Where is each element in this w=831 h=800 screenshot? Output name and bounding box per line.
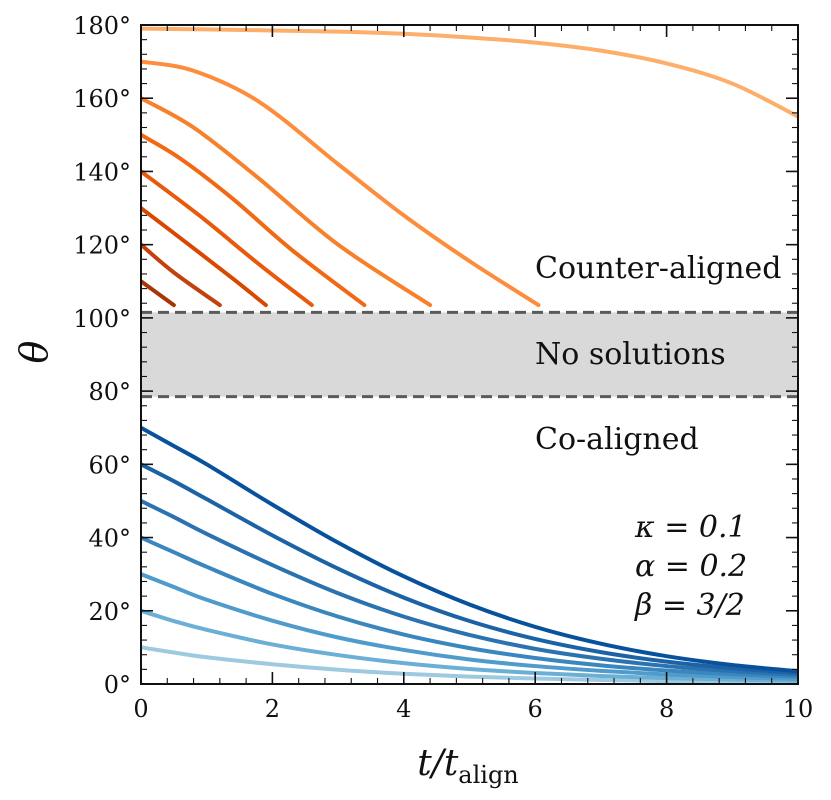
y-tick-label: 140° [73,158,131,186]
co-aligned-line-3 [141,572,798,681]
x-axis-label: t/talign [417,743,519,789]
y-tick-label: 20° [88,598,131,626]
co-aligned-label: Co-aligned [535,422,699,457]
alpha-param: α = 0.2 [635,549,747,584]
no-solutions-label: No solutions [535,337,726,372]
counter-aligned-label: Counter-aligned [535,251,782,286]
plot-frame [140,24,799,685]
counter-aligned-line-8 [141,26,798,119]
x-axis-label-sub: align [458,761,518,789]
counter-aligned-line-3 [141,206,268,308]
co-aligned-line-1 [141,645,798,684]
x-tick-label: 0 [133,695,148,723]
kappa-param: κ = 0.1 [634,510,747,545]
y-tick-label: 0° [104,671,131,699]
y-tick-label: 80° [88,378,131,406]
x-tick-label: 8 [659,695,674,723]
y-tick-label: 100° [73,305,131,333]
y-tick-label: 60° [88,451,131,479]
co-aligned-line-2 [141,608,798,683]
counter-aligned-line-2 [141,242,222,308]
y-axis-label: θ [12,340,56,363]
y-tick-label: 160° [73,85,131,113]
co-aligned-line-7 [141,425,798,674]
counter-aligned-line-7 [141,59,541,308]
no-solution-band [141,312,798,397]
x-tick-label: 6 [528,695,543,723]
counter-aligned-line-5 [141,132,367,308]
beta-param: β = 3/2 [634,588,745,623]
co-aligned-line-6 [141,462,798,676]
x-axis-label-main: t/t [417,743,459,784]
x-tick-label: 2 [265,695,280,723]
counter-aligned-line-4 [141,169,314,308]
y-tick-label: 120° [73,232,131,260]
co-aligned-line-5 [141,498,798,677]
counter-aligned-line-6 [141,96,433,308]
x-tick-label: 10 [783,695,814,723]
y-tick-label: 40° [88,525,131,553]
y-tick-label: 180° [73,12,131,40]
counter-aligned-line-1 [141,279,176,308]
co-aligned-line-4 [141,535,798,679]
x-tick-label: 4 [396,695,411,723]
